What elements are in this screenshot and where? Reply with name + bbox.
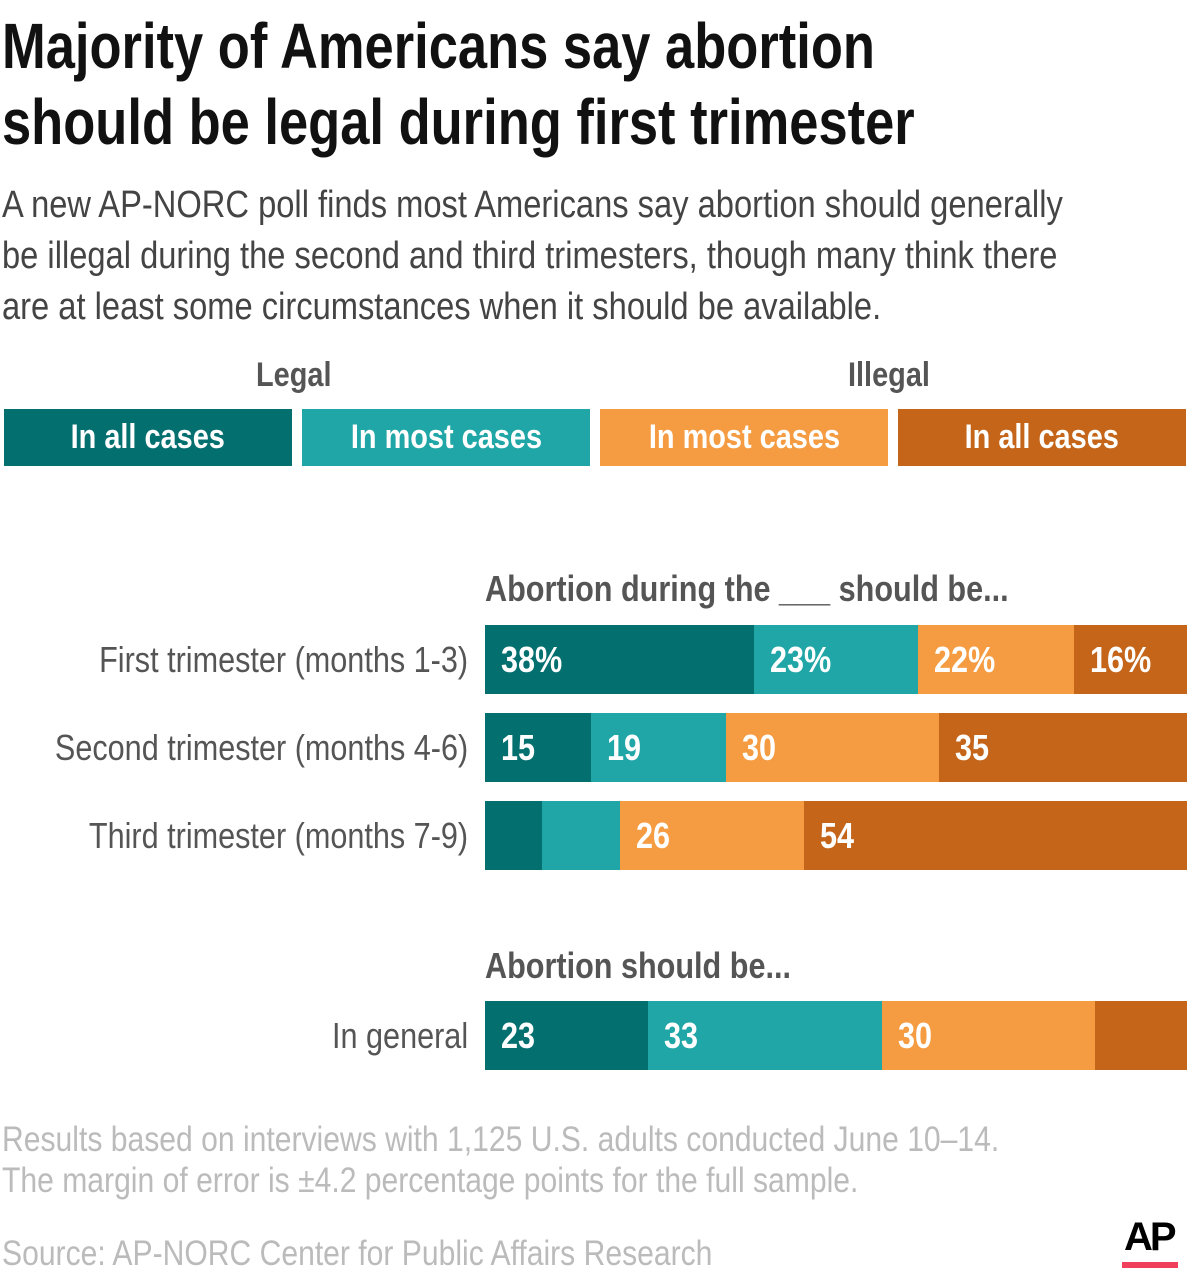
footnote-line: Results based on interviews with 1,125 U… [2, 1120, 1000, 1159]
chart-subtitle: A new AP-NORC poll finds most Americans … [2, 180, 1063, 333]
data-label: 16% [1089, 638, 1151, 680]
row-label: First trimester (months 1-3) [34, 639, 468, 681]
data-label: 35 [954, 726, 989, 768]
subtitle-line: A new AP-NORC poll finds most Americans … [2, 184, 1063, 226]
data-label: 38% [501, 638, 563, 680]
row-label-text: First trimester (months 1-3) [99, 639, 468, 680]
stacked-bar: 38% 23% 22% 16% [485, 625, 1187, 694]
bar-segment-4: 16% [1073, 625, 1187, 694]
section-title-general: Abortion should be... [485, 945, 791, 986]
title-line: Majority of Americans say abortion [2, 10, 875, 82]
stacked-bar: 15 19 30 35 [485, 713, 1187, 782]
data-label: 23 [501, 1014, 536, 1056]
source-note: Source: AP-NORC Center for Public Affair… [2, 1234, 713, 1273]
legend-illegal-all: In all cases [898, 409, 1186, 466]
row-label: Third trimester (months 7-9) [22, 815, 468, 857]
bar-segment-3: 26 [619, 801, 805, 870]
legend-legal-all: In all cases [4, 409, 292, 466]
stacked-bar: 23 33 30 [485, 1001, 1187, 1070]
row-label: Second trimester (months 4-6) [0, 727, 468, 769]
title-line: should be legal during first trimester [2, 86, 915, 158]
row-label-text: Second trimester (months 4-6) [54, 727, 468, 768]
bar-segment-2: 33 [648, 1001, 883, 1070]
legend-group-illegal: Illegal [848, 356, 930, 394]
data-label: 23% [770, 638, 832, 680]
bar-segment-1: 23 [485, 1001, 649, 1070]
bar-segment-2 [541, 801, 620, 870]
row-label-text: Third trimester (months 7-9) [88, 815, 468, 856]
stacked-bar: 26 54 [485, 801, 1187, 870]
ap-logo: AP [1124, 1215, 1177, 1259]
bar-segment-1: 15 [485, 713, 592, 782]
data-label: 22% [933, 638, 995, 680]
legend-group-legal: Legal [256, 356, 332, 394]
bar-segment-4 [1094, 1001, 1187, 1070]
data-label: 30 [898, 1014, 933, 1056]
data-label: 19 [607, 726, 642, 768]
bar-segment-1: 38% [485, 625, 755, 694]
chart-title: Majority of Americans say abortion shoul… [2, 8, 915, 160]
row-label: In general [308, 1015, 468, 1057]
section-title-trimester: Abortion during the ___ should be... [485, 568, 1009, 609]
bar-segment-4: 35 [938, 713, 1187, 782]
ap-logo-underline [1122, 1262, 1178, 1268]
data-label: 54 [820, 814, 855, 856]
row-label-text: In general [331, 1015, 468, 1056]
subtitle-line: be illegal during the second and third t… [2, 235, 1058, 277]
data-label: 26 [635, 814, 670, 856]
data-label: 15 [501, 726, 536, 768]
bar-segment-4: 54 [804, 801, 1187, 870]
bar-segment-3: 30 [726, 713, 939, 782]
legend-legal-most: In most cases [302, 409, 590, 466]
footnote-line: The margin of error is ±4.2 percentage p… [2, 1161, 859, 1200]
data-label: 33 [664, 1014, 699, 1056]
bar-segment-2: 19 [591, 713, 727, 782]
data-label: 30 [742, 726, 777, 768]
bar-segment-3: 22% [917, 625, 1074, 694]
subtitle-line: are at least some circumstances when it … [2, 286, 882, 328]
legend-illegal-most: In most cases [600, 409, 888, 466]
bar-segment-3: 30 [882, 1001, 1095, 1070]
bar-segment-2: 23% [754, 625, 918, 694]
bar-segment-1 [485, 801, 542, 870]
